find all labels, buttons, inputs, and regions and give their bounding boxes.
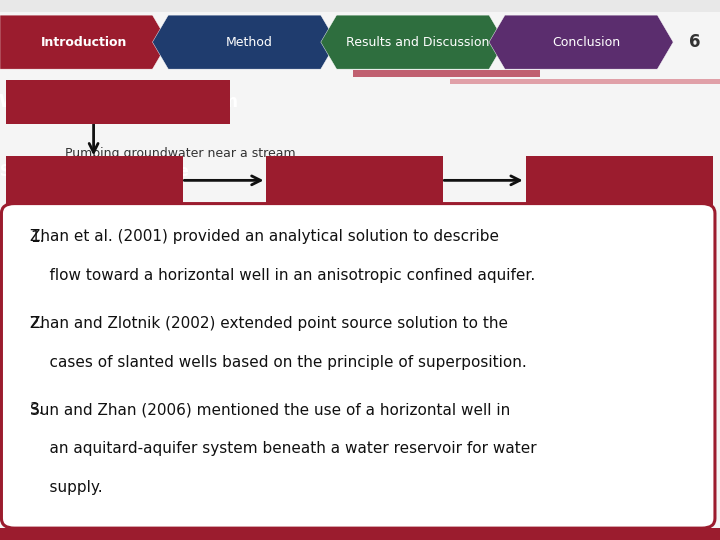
FancyBboxPatch shape [266, 156, 443, 205]
FancyBboxPatch shape [526, 156, 713, 205]
Bar [353, 70, 540, 77]
FancyBboxPatch shape [6, 156, 183, 205]
Text: 6: 6 [689, 33, 701, 51]
FancyBboxPatch shape [6, 80, 230, 124]
Polygon shape [0, 15, 168, 69]
Text: Sun and Zhan (2006) mentioned the use of a horizontal well in: Sun and Zhan (2006) mentioned the use of… [30, 402, 510, 417]
Text: Results and Discussion: Results and Discussion [346, 36, 490, 49]
Text: Method: Method [226, 36, 273, 49]
Text: Zhan and Zlotnik (2002) extended point source solution to the: Zhan and Zlotnik (2002) extended point s… [30, 316, 508, 331]
Text: flow toward a horizontal well in an anisotropic confined aquifer.: flow toward a horizontal well in an anis… [30, 268, 536, 284]
Text: 2.: 2. [30, 316, 45, 331]
Text: Zhan et al. (2001) provided an analytical solution to describe: Zhan et al. (2001) provided an analytica… [30, 230, 499, 245]
FancyBboxPatch shape [1, 204, 715, 528]
Polygon shape [153, 15, 337, 69]
Polygon shape [321, 15, 505, 69]
Text: Stream Depletion Rate
(SDR): Stream Depletion Rate (SDR) [0, 164, 189, 197]
Polygon shape [489, 15, 673, 69]
Text: Conclusion: Conclusion [552, 36, 620, 49]
Text: Pumping groundwater near a stream: Pumping groundwater near a stream [65, 147, 295, 160]
Bar [450, 79, 720, 84]
Text: Introduction: Introduction [41, 36, 127, 49]
Text: cases of slanted wells based on the principle of superposition.: cases of slanted wells based on the prin… [30, 355, 527, 370]
Text: 3.: 3. [30, 402, 45, 417]
Text: Horizontal well: Horizontal well [557, 173, 681, 188]
Text: supply.: supply. [30, 480, 103, 495]
Text: Water deficient problem: Water deficient problem [0, 93, 238, 111]
Text: an aquitard-aquifer system beneath a water reservoir for water: an aquitard-aquifer system beneath a wat… [30, 441, 537, 456]
Text: 1.: 1. [30, 230, 45, 245]
Text: Large drawdown: Large drawdown [286, 173, 423, 188]
Bar [0, 528, 720, 540]
